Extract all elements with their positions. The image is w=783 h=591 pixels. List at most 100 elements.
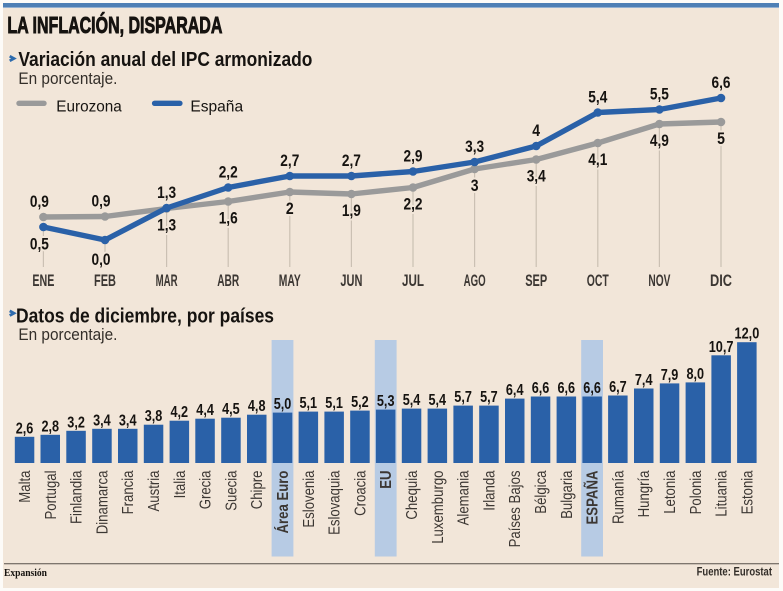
svg-text:Alemania: Alemania	[456, 470, 473, 525]
svg-text:España: España	[190, 98, 243, 115]
svg-text:7,4: 7,4	[635, 372, 653, 389]
svg-text:0,9: 0,9	[92, 193, 111, 211]
svg-text:6,4: 6,4	[506, 382, 524, 399]
svg-text:Expansión: Expansión	[4, 567, 47, 579]
svg-text:0,5: 0,5	[30, 236, 49, 254]
svg-text:6,6: 6,6	[583, 380, 601, 397]
svg-text:Irlanda: Irlanda	[481, 470, 498, 511]
svg-text:2,6: 2,6	[16, 420, 34, 437]
svg-text:4,1: 4,1	[588, 151, 607, 169]
svg-text:DIC: DIC	[710, 272, 732, 290]
svg-text:FEB: FEB	[94, 272, 116, 290]
svg-text:5,4: 5,4	[403, 392, 421, 409]
svg-text:Portugal: Portugal	[43, 471, 60, 520]
svg-text:ABR: ABR	[217, 272, 239, 290]
svg-text:2,2: 2,2	[219, 164, 238, 182]
svg-text:Luxemburgo: Luxemburgo	[430, 471, 447, 544]
svg-text:4,9: 4,9	[650, 132, 669, 150]
svg-text:Polonia: Polonia	[688, 470, 705, 514]
svg-text:4,2: 4,2	[171, 404, 189, 421]
svg-text:Variación anual del IPC armoni: Variación anual del IPC armonizado	[18, 48, 312, 71]
svg-text:1,6: 1,6	[219, 210, 238, 228]
svg-text:6,6: 6,6	[558, 380, 576, 397]
svg-text:Eslovaquia: Eslovaquia	[327, 470, 344, 535]
svg-text:SEP: SEP	[525, 272, 547, 290]
svg-text:3: 3	[471, 177, 479, 195]
svg-text:Austria: Austria	[146, 470, 163, 511]
svg-text:MAR: MAR	[156, 272, 178, 290]
svg-text:2,7: 2,7	[342, 152, 361, 170]
svg-text:Croacia: Croacia	[352, 470, 369, 516]
svg-text:3,8: 3,8	[145, 408, 163, 425]
svg-text:Chipre: Chipre	[249, 471, 266, 510]
svg-text:0,0: 0,0	[92, 251, 111, 269]
svg-text:ENE: ENE	[32, 272, 54, 290]
svg-text:2,9: 2,9	[404, 148, 423, 166]
svg-text:5,4: 5,4	[588, 89, 607, 107]
svg-text:En porcentaje.: En porcentaje.	[18, 70, 117, 88]
svg-text:5,3: 5,3	[377, 393, 395, 410]
svg-text:7,9: 7,9	[661, 367, 679, 384]
svg-text:5,1: 5,1	[325, 395, 343, 412]
svg-text:4: 4	[532, 122, 540, 140]
svg-text:Países Bajos: Países Bajos	[507, 470, 524, 547]
svg-text:Dinamarca: Dinamarca	[94, 470, 111, 534]
svg-text:Lituania: Lituania	[714, 470, 731, 517]
svg-text:5,4: 5,4	[429, 392, 447, 409]
svg-text:2,8: 2,8	[42, 418, 60, 435]
svg-text:AGO: AGO	[464, 272, 486, 290]
svg-text:Datos de diciembre, por países: Datos de diciembre, por países	[16, 304, 274, 327]
svg-text:3,4: 3,4	[119, 412, 137, 429]
svg-text:MAY: MAY	[279, 272, 301, 290]
svg-text:LA INFLACIÓN, DISPARADA: LA INFLACIÓN, DISPARADA	[7, 11, 222, 38]
svg-text:Estonia: Estonia	[739, 470, 756, 514]
svg-text:6,6: 6,6	[532, 380, 550, 397]
svg-text:3,2: 3,2	[67, 414, 85, 431]
svg-text:2: 2	[286, 200, 294, 218]
svg-text:Grecia: Grecia	[198, 470, 215, 509]
svg-text:5,5: 5,5	[650, 86, 669, 104]
svg-text:4,5: 4,5	[222, 401, 240, 418]
svg-text:ESPAÑA: ESPAÑA	[584, 471, 602, 525]
svg-text:5,0: 5,0	[274, 396, 292, 413]
svg-text:Malta: Malta	[17, 470, 34, 503]
svg-text:0,9: 0,9	[30, 193, 49, 211]
svg-text:3,3: 3,3	[465, 138, 484, 156]
svg-text:Letonia: Letonia	[662, 470, 679, 514]
svg-text:Rumanía: Rumanía	[610, 470, 627, 524]
svg-text:6,6: 6,6	[712, 74, 731, 92]
svg-text:Francia: Francia	[120, 470, 137, 514]
svg-text:1,3: 1,3	[157, 217, 176, 235]
svg-text:EU: EU	[378, 471, 395, 489]
svg-text:En porcentaje.: En porcentaje.	[18, 326, 117, 344]
svg-text:5,2: 5,2	[351, 394, 369, 411]
svg-text:Bulgaria: Bulgaria	[559, 470, 576, 519]
svg-text:Bélgica: Bélgica	[533, 470, 550, 514]
svg-text:12,0: 12,0	[735, 326, 760, 343]
svg-text:2,7: 2,7	[280, 152, 299, 170]
svg-text:6,7: 6,7	[609, 379, 627, 396]
svg-text:3,4: 3,4	[93, 412, 111, 429]
svg-text:5,7: 5,7	[480, 389, 498, 406]
svg-text:2,2: 2,2	[404, 196, 423, 214]
svg-text:Suecia: Suecia	[223, 470, 240, 511]
svg-text:5: 5	[717, 130, 725, 148]
svg-text:Finlandia: Finlandia	[69, 470, 86, 524]
svg-text:JUL: JUL	[402, 272, 424, 290]
svg-text:1,9: 1,9	[342, 202, 361, 220]
svg-text:OCT: OCT	[587, 272, 609, 290]
svg-text:5,1: 5,1	[300, 395, 318, 412]
svg-text:Chequia: Chequia	[404, 470, 421, 519]
svg-text:NOV: NOV	[648, 272, 670, 290]
svg-text:4,4: 4,4	[196, 402, 214, 419]
svg-text:3,4: 3,4	[527, 168, 546, 186]
svg-text:Área Euro: Área Euro	[275, 471, 292, 534]
svg-text:Eslovenia: Eslovenia	[301, 470, 318, 527]
svg-text:1,3: 1,3	[157, 184, 176, 202]
svg-text:Eurozona: Eurozona	[56, 98, 122, 115]
svg-text:4,8: 4,8	[248, 398, 266, 415]
svg-text:Italia: Italia	[172, 470, 189, 498]
svg-text:10,7: 10,7	[709, 339, 734, 356]
svg-text:JUN: JUN	[340, 272, 362, 290]
svg-text:5,7: 5,7	[454, 389, 472, 406]
